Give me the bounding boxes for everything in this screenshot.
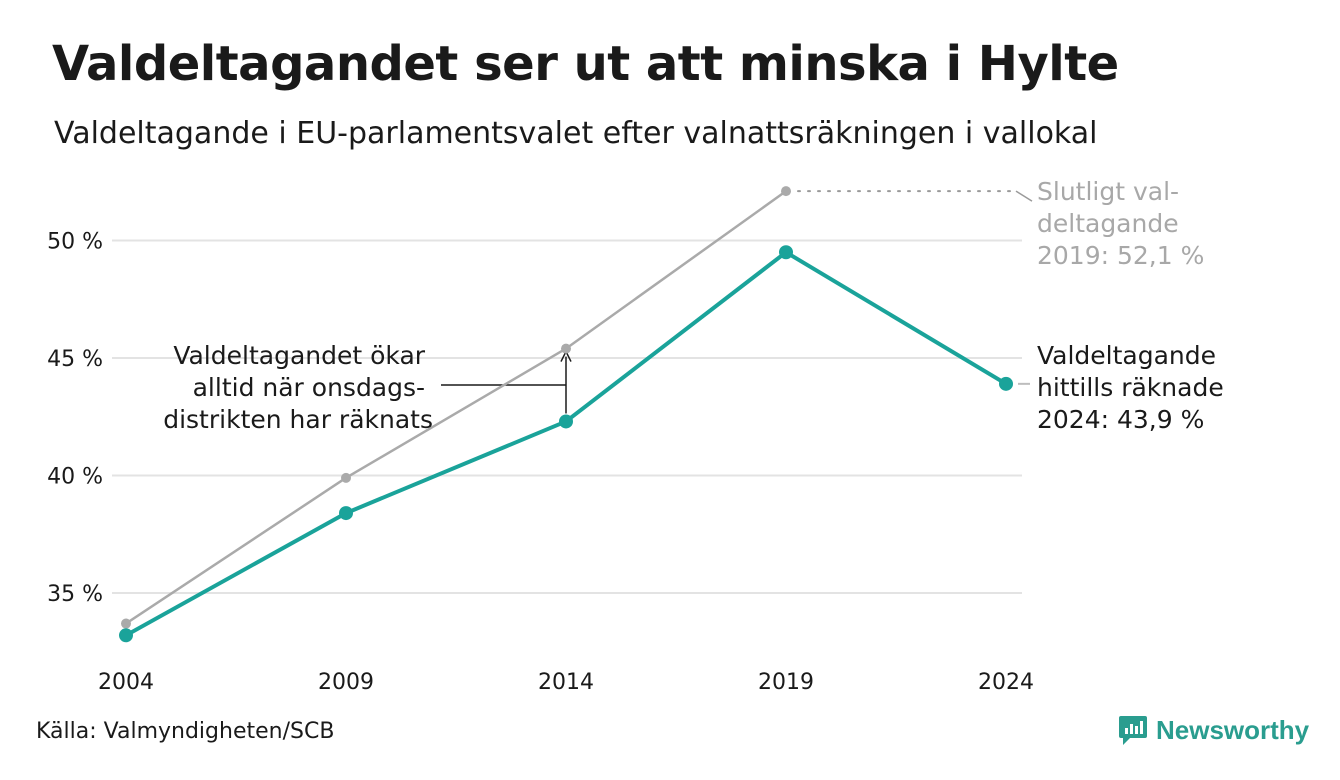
brand-name: Newsworthy [1156, 714, 1310, 745]
annotation-final-line-1: Slutligt val- [1037, 177, 1179, 206]
data-point-final [561, 343, 571, 354]
annotation-counted-2024: Valdeltagande hittills räknade 2024: 43,… [1037, 341, 1232, 434]
annotation-counted-line-2: hittills räknade [1037, 373, 1224, 402]
chart-title: Valdeltagandet ser ut att minska i Hylte [52, 36, 1119, 92]
annotation-wednesday: Valdeltagandet ökar alltid när onsdags- … [163, 341, 433, 434]
connector-final-2019-tick [1015, 190, 1033, 202]
x-tick-label: 2004 [98, 670, 154, 695]
annotation-wednesday-line-2: alltid när onsdags- [193, 373, 425, 402]
series-line-counted [124, 250, 1008, 638]
x-tick-label: 2024 [978, 670, 1034, 695]
y-tick-label: 50 % [47, 230, 103, 255]
annotation-wednesday-line-1: Valdeltagandet ökar [173, 341, 425, 370]
grid-lines [112, 239, 1022, 594]
data-point-counted [559, 414, 573, 429]
annotation-final-line-3: 2019: 52,1 % [1037, 241, 1204, 270]
data-point-final [341, 472, 351, 483]
x-axis-ticks: 2004 2009 2014 2019 2024 [98, 670, 1034, 695]
source-note: Källa: Valmyndigheten/SCB [36, 719, 335, 744]
y-tick-label: 45 % [47, 347, 103, 372]
y-tick-label: 35 % [47, 582, 103, 607]
x-tick-label: 2009 [318, 670, 374, 695]
x-tick-label: 2019 [758, 670, 814, 695]
annotation-connectors [441, 190, 1033, 414]
data-point-final [121, 618, 131, 629]
annotation-final-line-2: deltagande [1037, 209, 1179, 238]
data-point-final [781, 186, 791, 197]
chart-subtitle: Valdeltagande i EU-parlamentsvalet efter… [54, 116, 1098, 151]
annotation-counted-line-1: Valdeltagande [1037, 341, 1216, 370]
x-tick-label: 2014 [538, 670, 594, 695]
annotation-final-2019: Slutligt val- deltagande 2019: 52,1 % [1037, 177, 1204, 270]
annotation-wednesday-line-3: distrikten har räknats [163, 405, 433, 434]
brand-logo[interactable]: Newsworthy [1118, 712, 1309, 748]
y-axis-ticks: 35 % 40 % 45 % 50 % [47, 230, 103, 608]
line-chart: 35 % 40 % 45 % 50 % 2004 2009 2014 2019 2024 Sl… [47, 177, 1232, 695]
data-point-counted [999, 376, 1013, 391]
annotation-counted-line-3: 2024: 43,9 % [1037, 405, 1204, 434]
data-points [119, 186, 1013, 643]
series-line-final [124, 189, 788, 625]
data-point-counted [339, 506, 353, 521]
y-tick-label: 40 % [47, 465, 103, 490]
newsworthy-logo-icon [1119, 716, 1147, 745]
data-point-counted [119, 628, 133, 643]
data-point-counted [779, 245, 793, 260]
